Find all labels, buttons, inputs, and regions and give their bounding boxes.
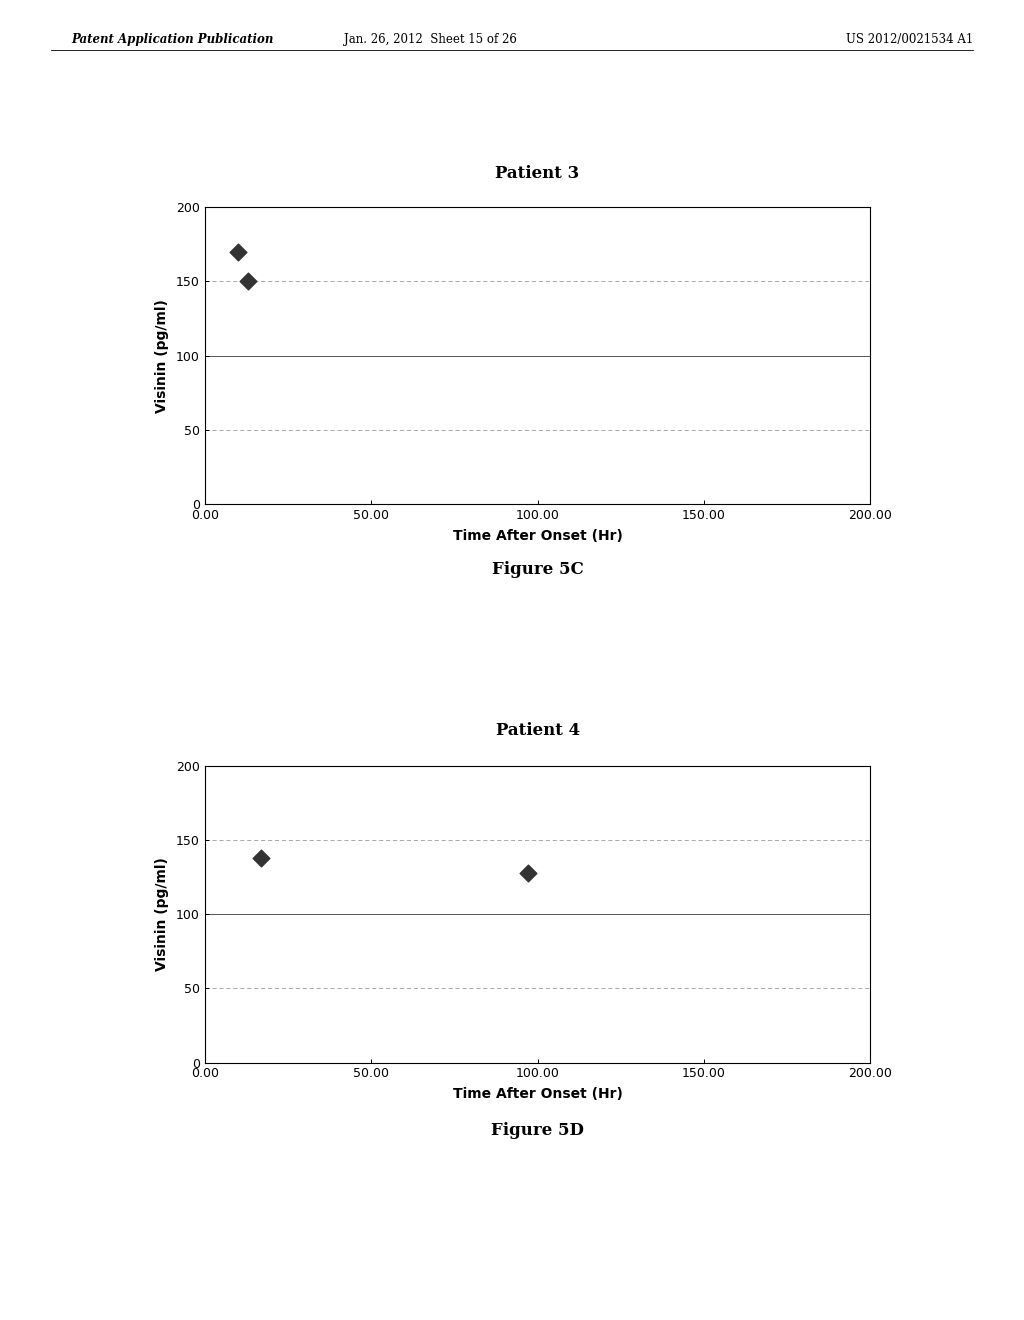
Text: Figure 5D: Figure 5D	[492, 1122, 584, 1139]
Text: US 2012/0021534 A1: US 2012/0021534 A1	[846, 33, 973, 46]
Point	[253, 847, 269, 869]
Y-axis label: Visinin (pg/ml): Visinin (pg/ml)	[155, 298, 169, 413]
Point	[229, 242, 247, 263]
Point	[519, 862, 536, 883]
Text: Patient 4: Patient 4	[496, 722, 580, 739]
X-axis label: Time After Onset (Hr): Time After Onset (Hr)	[453, 529, 623, 543]
Point	[240, 271, 256, 292]
Text: Patient 3: Patient 3	[496, 165, 580, 182]
Text: Jan. 26, 2012  Sheet 15 of 26: Jan. 26, 2012 Sheet 15 of 26	[344, 33, 516, 46]
Text: Figure 5C: Figure 5C	[492, 561, 584, 578]
X-axis label: Time After Onset (Hr): Time After Onset (Hr)	[453, 1088, 623, 1101]
Text: Patent Application Publication: Patent Application Publication	[72, 33, 274, 46]
Y-axis label: Visinin (pg/ml): Visinin (pg/ml)	[155, 857, 169, 972]
